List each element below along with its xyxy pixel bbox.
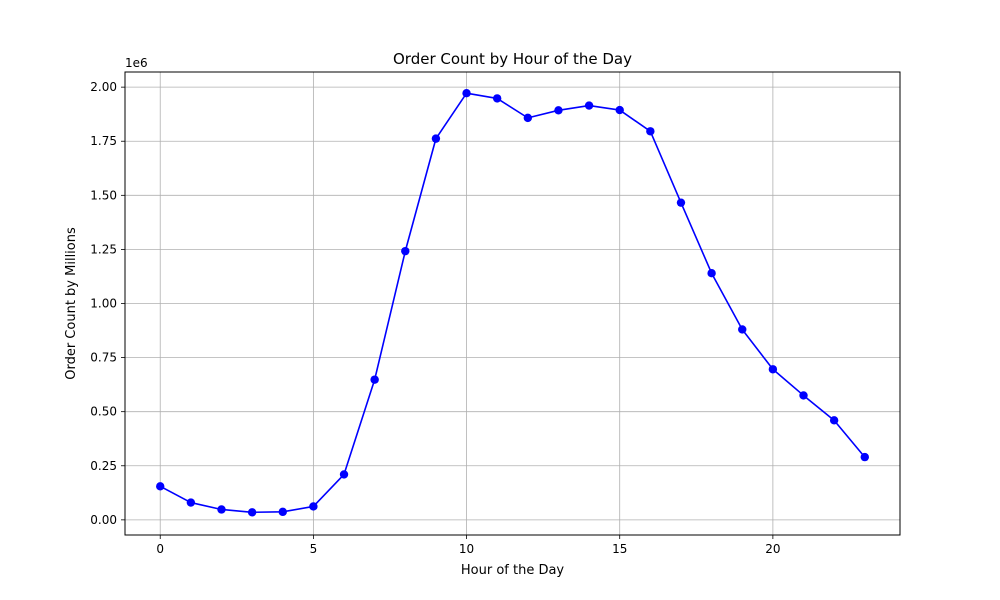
chart-title: Order Count by Hour of the Day bbox=[393, 50, 632, 68]
data-point bbox=[186, 498, 196, 507]
data-point bbox=[584, 101, 594, 110]
data-point bbox=[217, 505, 226, 514]
data-point bbox=[431, 134, 441, 143]
y-tick-label: 1.25 bbox=[90, 242, 117, 256]
data-point bbox=[523, 113, 533, 123]
data-point bbox=[247, 508, 257, 517]
y-tick-label: 1.75 bbox=[90, 134, 117, 148]
data-point bbox=[829, 416, 839, 425]
y-tick-label: 0.50 bbox=[90, 405, 117, 419]
x-tick-label: 20 bbox=[765, 542, 780, 556]
data-point bbox=[615, 105, 624, 115]
data-point bbox=[401, 246, 410, 256]
grid-lines bbox=[125, 72, 900, 535]
x-axis-label: Hour of the Day bbox=[461, 563, 565, 578]
data-point bbox=[462, 89, 471, 98]
y-tick-label: 0.75 bbox=[90, 351, 117, 365]
series-line bbox=[159, 92, 866, 514]
y-axis-ticks: 0.00 0.25 0.50 0.75 1.00 1.25 1.50 1.75 2.00 bbox=[90, 80, 125, 527]
y-tick-label: 0.25 bbox=[90, 459, 117, 473]
data-point bbox=[339, 470, 349, 479]
data-point bbox=[646, 127, 655, 136]
data-point bbox=[676, 198, 686, 207]
data-point bbox=[707, 269, 716, 278]
data-point bbox=[278, 507, 287, 517]
data-point bbox=[738, 325, 747, 334]
x-tick-label: 0 bbox=[156, 542, 164, 556]
y-tick-label: 1.50 bbox=[90, 188, 117, 202]
data-point bbox=[554, 106, 563, 115]
x-tick-label: 5 bbox=[310, 542, 318, 556]
y-tick-label: 2.00 bbox=[90, 80, 117, 94]
y-axis-offset-label: 1e6 bbox=[125, 56, 148, 70]
y-tick-label: 0.00 bbox=[90, 513, 117, 527]
data-point bbox=[860, 452, 869, 462]
data-point bbox=[156, 482, 165, 491]
data-point bbox=[799, 391, 808, 400]
data-point bbox=[492, 94, 502, 103]
data-point bbox=[309, 502, 318, 511]
series-group bbox=[156, 89, 869, 517]
y-tick-label: 1.00 bbox=[90, 297, 117, 311]
x-axis-ticks: 0 5 10 15 20 bbox=[156, 535, 781, 556]
x-tick-label: 10 bbox=[459, 542, 474, 556]
data-point bbox=[370, 375, 379, 384]
data-point bbox=[768, 365, 778, 374]
x-tick-label: 15 bbox=[612, 542, 627, 556]
y-axis-label: Order Count by Millions bbox=[64, 227, 79, 380]
